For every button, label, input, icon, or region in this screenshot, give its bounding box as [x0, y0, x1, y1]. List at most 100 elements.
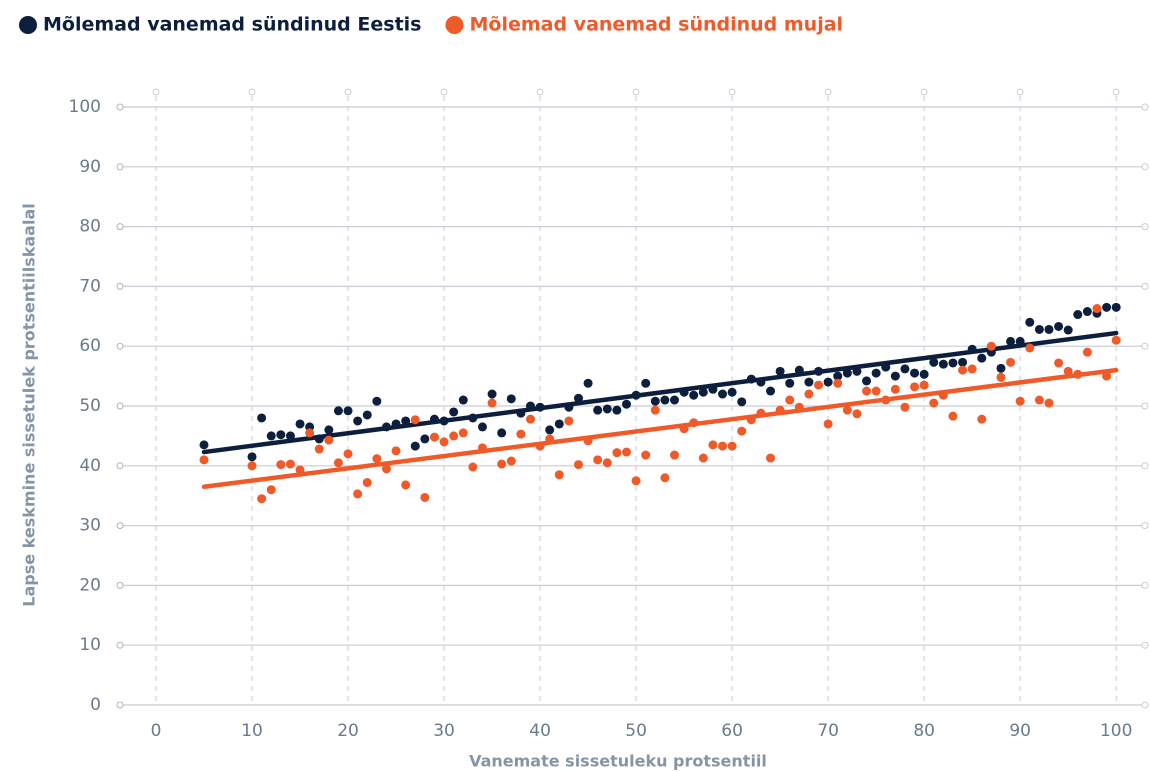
grid-marker [728, 88, 736, 96]
point [1044, 398, 1054, 408]
point [977, 414, 987, 424]
grid-marker [1141, 103, 1149, 111]
point [545, 434, 555, 444]
point [612, 448, 622, 458]
grid-marker [116, 402, 124, 410]
point [977, 353, 987, 363]
point [689, 390, 699, 400]
point [766, 386, 776, 396]
point [458, 395, 468, 405]
point [650, 396, 660, 406]
point [794, 365, 804, 375]
point [1063, 366, 1073, 376]
point [650, 405, 660, 415]
point [429, 432, 439, 442]
point [257, 413, 267, 423]
point [583, 436, 593, 446]
point [333, 406, 343, 416]
point [948, 411, 958, 421]
point [353, 416, 363, 426]
point [1063, 325, 1073, 335]
grid-marker [344, 88, 352, 96]
point [910, 368, 920, 378]
x-tick-label: 30 [433, 721, 455, 741]
point [775, 366, 785, 376]
point [353, 489, 363, 499]
point [938, 359, 948, 369]
point [833, 378, 843, 388]
point [410, 441, 420, 451]
point [372, 396, 382, 406]
point [247, 461, 257, 471]
point [391, 446, 401, 456]
point [506, 394, 516, 404]
point [986, 341, 996, 351]
point [612, 405, 622, 415]
point [919, 369, 929, 379]
legend-label: Mõlemad vanemad sündinud mujal [469, 14, 843, 36]
point [881, 362, 891, 372]
point [573, 393, 583, 403]
point [727, 387, 737, 397]
point [1006, 336, 1016, 346]
point [593, 405, 603, 415]
point [746, 374, 756, 384]
x-axis-label: Vanemate sissetuleku protsentiil [469, 752, 767, 771]
point [804, 389, 814, 399]
point [285, 431, 295, 441]
point [468, 462, 478, 472]
x-tick-label: 60 [721, 721, 743, 741]
y-tick-label: 60 [79, 336, 101, 356]
point [247, 452, 257, 462]
point [477, 443, 487, 453]
point [468, 413, 478, 423]
point [343, 449, 353, 459]
point [727, 441, 737, 451]
point [1044, 324, 1054, 334]
point [698, 387, 708, 397]
grid-marker [1016, 88, 1024, 96]
point [583, 378, 593, 388]
point [631, 476, 641, 486]
grid-marker [116, 522, 124, 530]
point [660, 473, 670, 483]
x-tick-label: 0 [151, 721, 162, 741]
point [621, 447, 631, 457]
point [737, 426, 747, 436]
point [477, 422, 487, 432]
grid-marker [1112, 88, 1120, 96]
x-tick-label: 10 [241, 721, 263, 741]
point [833, 371, 843, 381]
point [410, 415, 420, 425]
point [814, 380, 824, 390]
point [785, 378, 795, 388]
point [564, 416, 574, 426]
point [381, 464, 391, 474]
point [1054, 321, 1064, 331]
point [823, 377, 833, 387]
point [718, 441, 728, 451]
point [362, 478, 372, 488]
point [708, 440, 718, 450]
point [862, 386, 872, 396]
point [535, 441, 545, 451]
y-axis-label: Lapse keskmine sissetulek protsentiilska… [20, 203, 39, 606]
y-tick-label: 0 [90, 695, 101, 715]
grid-marker [440, 88, 448, 96]
point [1006, 357, 1016, 367]
point [871, 386, 881, 396]
grid-marker [824, 88, 832, 96]
point [852, 366, 862, 376]
point [1015, 396, 1025, 406]
point [602, 404, 612, 414]
y-tick-label: 90 [79, 157, 101, 177]
point [871, 368, 881, 378]
point [814, 366, 824, 376]
point [324, 425, 334, 435]
point [295, 419, 305, 429]
point [516, 429, 526, 439]
point [1102, 371, 1112, 381]
point [391, 419, 401, 429]
point [1111, 335, 1121, 345]
